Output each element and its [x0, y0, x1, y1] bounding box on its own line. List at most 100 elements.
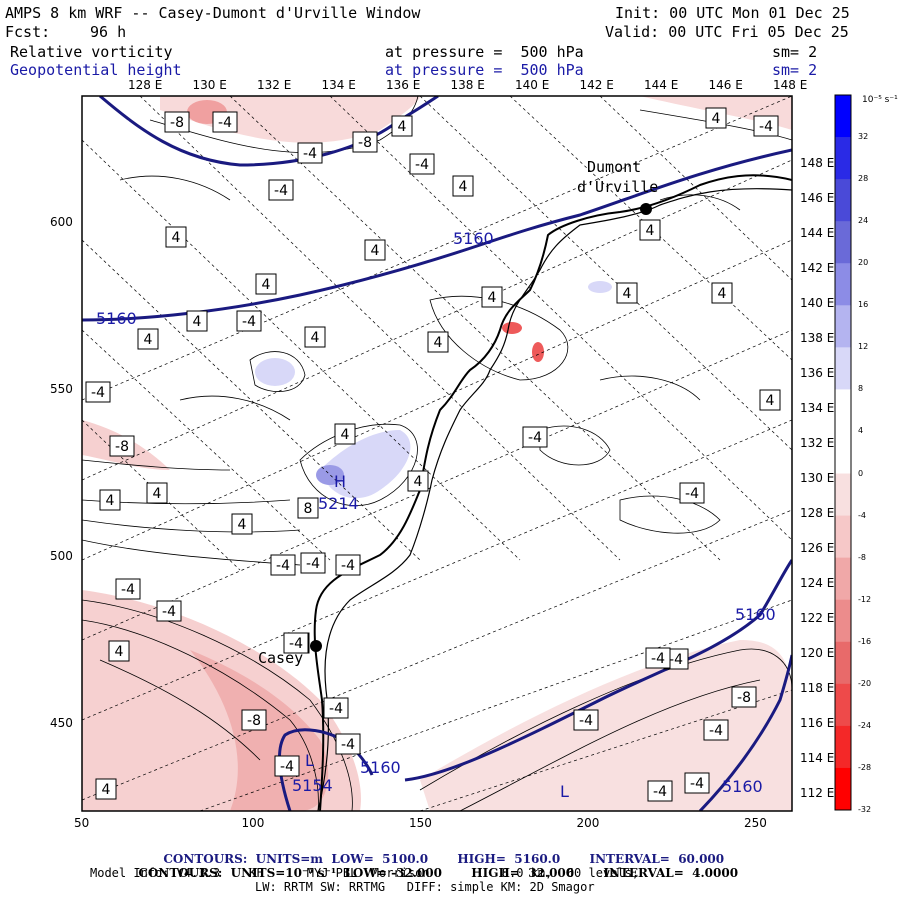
svg-text:4: 4 [153, 486, 162, 502]
height-label: 5160 [735, 605, 776, 624]
height-labels: 5160 5160 5160 5160 5160 5154 5214 H L L [96, 229, 776, 801]
top-longitude-label: 142 E [579, 78, 614, 92]
right-longitude-label: 144 E [800, 226, 835, 240]
vorticity-value-box: -4 [645, 647, 671, 669]
right-longitude-label: 116 E [800, 716, 835, 730]
svg-text:-4: -4 [415, 157, 429, 173]
height-label: 5160 [360, 758, 401, 777]
x-tick-label: 200 [576, 816, 600, 830]
svg-text:4: 4 [311, 330, 320, 346]
colorbar-tick-label: 16 [858, 300, 869, 310]
right-longitude-label: 124 E [800, 576, 835, 590]
vorticity-value-box: 4 [165, 226, 187, 248]
right-longitude-label: 146 E [800, 191, 835, 205]
footer1-label: CONTOURS: [163, 852, 248, 866]
footer2-low: LOW= -32.000 [344, 866, 442, 880]
svg-text:4: 4 [144, 332, 153, 348]
colorbar-segment [835, 95, 851, 138]
neg-vorticity-spot-2 [532, 342, 544, 362]
svg-text:-8: -8 [247, 713, 261, 729]
right-longitude-label: 128 E [800, 506, 835, 520]
vorticity-value-box: 4 [639, 219, 661, 241]
colorbar-segment [835, 767, 851, 811]
svg-text:-8: -8 [170, 115, 184, 131]
colorbar-segment [835, 557, 851, 601]
colorbar-segment [835, 221, 851, 264]
vorticity-value-box: 4 [364, 239, 386, 261]
height-label: 5154 [292, 776, 333, 795]
svg-text:8: 8 [304, 501, 313, 517]
vorticity-value-box: -4 [409, 153, 435, 175]
svg-text:4: 4 [646, 223, 655, 239]
svg-text:4: 4 [371, 243, 380, 259]
svg-text:-8: -8 [358, 135, 372, 151]
vorticity-value-box: 4 [146, 482, 168, 504]
pos-vorticity-spot-2 [588, 281, 612, 293]
pos-vorticity-core [316, 465, 344, 485]
x-tick-label: 50 [74, 816, 90, 830]
plot-frame [81, 95, 793, 812]
station-name-durville: d'Urville [577, 178, 658, 196]
right-longitude-label: 130 E [800, 471, 835, 485]
svg-text:4: 4 [106, 493, 115, 509]
vorticity-value-box: 4 [759, 389, 781, 411]
svg-text:-4: -4 [759, 119, 773, 135]
field2-name: Geopotential height [10, 61, 182, 79]
vorticity-value-box: -8 [109, 435, 135, 457]
field1-name: Relative vorticity [10, 43, 173, 61]
colorbar-tick-label: 4 [858, 426, 864, 436]
vorticity-value-box: -4 [270, 554, 296, 576]
svg-text:-4: -4 [303, 146, 317, 162]
vorticity-value-box: 4 [616, 282, 638, 304]
vorticity-value-box: 4 [255, 273, 277, 295]
colorbar-segment [835, 641, 851, 685]
svg-text:-4: -4 [669, 652, 683, 668]
svg-text:-4: -4 [289, 636, 303, 652]
forecast-label: Fcst: [5, 23, 51, 41]
colorbar-unit: 10⁻⁵ s⁻¹ [862, 95, 898, 105]
svg-text:4: 4 [102, 782, 111, 798]
vorticity-value-box: -4 [335, 733, 361, 755]
svg-text:4: 4 [398, 119, 407, 135]
svg-text:-4: -4 [341, 737, 355, 753]
vorticity-value-box: 4 [334, 423, 356, 445]
svg-text:-4: -4 [218, 115, 232, 131]
colorbar-segment [835, 473, 851, 517]
vorticity-value-box: 4 [391, 115, 413, 137]
svg-text:-4: -4 [242, 314, 256, 330]
vorticity-value-box: -8 [731, 686, 757, 708]
top-longitude-label: 132 E [257, 78, 292, 92]
footer1-interval: INTERVAL= 60.000 [589, 852, 725, 866]
colorbar-segment [835, 431, 851, 475]
height-label: 5160 [453, 229, 494, 248]
vorticity-value-box: -4 [268, 179, 294, 201]
vorticity-value-box: 4 [407, 470, 429, 492]
footer2-units: UNITS=10⁻⁵ s⁻¹ [230, 866, 337, 880]
colorbar-tick-label: 12 [858, 342, 869, 352]
right-longitude-label: 112 E [800, 786, 835, 800]
svg-text:-4: -4 [280, 759, 294, 775]
svg-text:4: 4 [115, 644, 124, 660]
neg-vorticity-spot-1 [502, 322, 522, 334]
vorticity-value-box: 8 [297, 497, 319, 519]
svg-text:4: 4 [341, 427, 350, 443]
station-name-casey: Casey [258, 649, 303, 667]
right-longitude-label: 138 E [800, 331, 835, 345]
y-tick-label: 550 [50, 382, 73, 396]
svg-text:4: 4 [238, 517, 247, 533]
height-label: 5160 [96, 309, 137, 328]
right-longitude-label: 114 E [800, 751, 835, 765]
svg-text:-4: -4 [651, 651, 665, 667]
colorbar-tick-label: -12 [858, 594, 872, 604]
graticule [82, 96, 792, 811]
svg-text:-4: -4 [276, 558, 290, 574]
right-longitude-label: 136 E [800, 366, 835, 380]
vorticity-value-box: 4 [95, 778, 117, 800]
vorticity-value-box: 4 [481, 286, 503, 308]
colorbar-tick-label: 0 [858, 468, 864, 478]
pos-vorticity-spot [255, 358, 295, 386]
colorbar [834, 94, 852, 811]
field1-smoothing: sm= 2 [772, 43, 818, 61]
svg-text:-4: -4 [690, 776, 704, 792]
colorbar-segment [835, 389, 851, 432]
